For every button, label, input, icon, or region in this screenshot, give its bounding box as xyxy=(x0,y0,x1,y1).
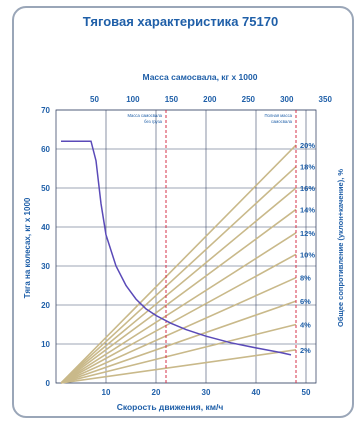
resistance-label: 12% xyxy=(300,229,315,238)
y-tick-label: 10 xyxy=(41,340,50,349)
resistance-line xyxy=(60,144,297,384)
resistance-line xyxy=(60,208,297,384)
resistance-line xyxy=(60,323,297,384)
resistance-label: 20% xyxy=(300,141,315,150)
x-tick-label: 40 xyxy=(252,388,261,397)
resistance-label: 18% xyxy=(300,163,315,172)
traction-curve xyxy=(61,140,292,356)
resistance-label: 8% xyxy=(300,274,311,283)
resistance-line xyxy=(60,232,297,384)
plot-frame xyxy=(55,109,317,384)
top-tick-label: 150 xyxy=(165,95,179,104)
marker-label: Масса самосвала xyxy=(127,113,162,118)
chart-card xyxy=(12,6,354,418)
resistance-label: 4% xyxy=(300,321,311,330)
top-axis-label: Масса самосвала, кг x 1000 xyxy=(143,72,258,82)
resistance-label: 10% xyxy=(300,250,315,259)
resistance-line xyxy=(60,253,297,384)
y-tick-label: 50 xyxy=(41,184,50,193)
resistance-label: 16% xyxy=(300,184,315,193)
resistance-label: 14% xyxy=(300,205,315,214)
x-axis-label: Скорость движения, км/ч xyxy=(117,402,224,412)
y-tick-label: 30 xyxy=(41,262,50,271)
top-tick-label: 100 xyxy=(126,95,140,104)
y-tick-label: 40 xyxy=(41,223,50,232)
x-tick-label: 20 xyxy=(152,388,161,397)
marker-label: без груза xyxy=(144,119,162,124)
y-tick-label: 0 xyxy=(46,379,51,388)
y-tick-label: 60 xyxy=(41,145,50,154)
x-tick-label: 10 xyxy=(102,388,111,397)
resistance-line xyxy=(60,349,297,384)
resistance-label: 2% xyxy=(300,346,311,355)
resistance-line xyxy=(60,187,297,384)
chart-title: Тяговая характеристика 75170 xyxy=(82,14,279,29)
y-tick-label: 20 xyxy=(41,301,50,310)
marker-label: самосвала xyxy=(271,119,293,124)
marker-label: Полная масса xyxy=(265,113,293,118)
resistance-label: 6% xyxy=(300,297,311,306)
top-tick-label: 200 xyxy=(203,95,217,104)
y-tick-label: 70 xyxy=(41,106,50,115)
top-tick-label: 350 xyxy=(319,95,333,104)
top-tick-label: 300 xyxy=(280,95,294,104)
top-tick-label: 50 xyxy=(90,95,99,104)
resistance-line xyxy=(60,276,297,384)
resistance-line xyxy=(60,300,297,384)
top-tick-label: 250 xyxy=(242,95,256,104)
x-tick-label: 30 xyxy=(202,388,211,397)
right-axis-label: Общее сопротивление (уклон+качение), % xyxy=(336,169,345,327)
x-tick-label: 50 xyxy=(302,388,311,397)
resistance-line xyxy=(60,165,297,384)
y-axis-label: Тяга на колесах, кг x 1000 xyxy=(23,197,32,298)
